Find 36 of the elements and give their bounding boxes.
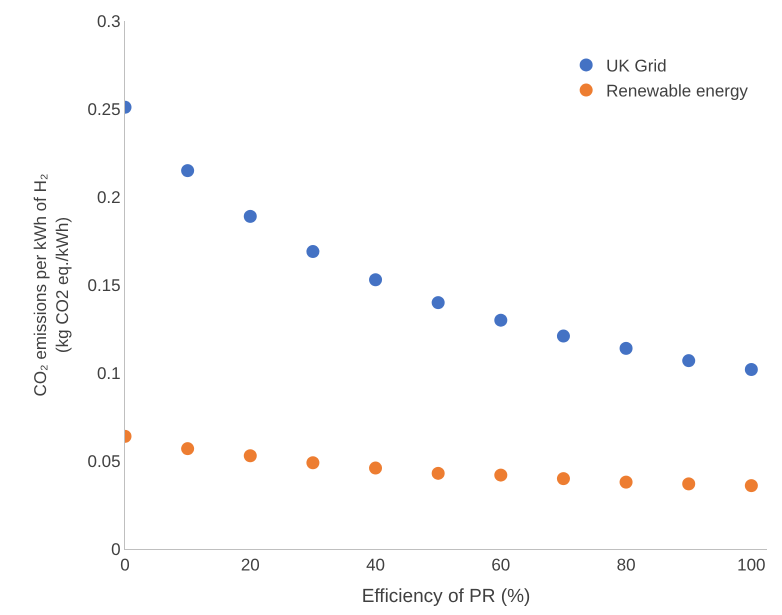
y-tick-label: 0.1 (96, 364, 121, 383)
point (494, 468, 508, 482)
point (744, 362, 758, 376)
point (369, 273, 382, 286)
point (244, 449, 257, 462)
y-tick-label: 0.25 (88, 100, 121, 119)
point (432, 296, 445, 310)
point (620, 342, 633, 355)
point (494, 314, 508, 327)
legend-label: UK Grid (606, 56, 667, 76)
x-tick-label: 20 (240, 555, 260, 574)
y-tick-label: 0.2 (96, 188, 121, 207)
point (181, 164, 194, 178)
point (556, 472, 570, 486)
y-tick-label: 0.05 (88, 452, 121, 471)
y-tick-label: 0 (111, 540, 121, 559)
point (744, 479, 758, 492)
point (620, 476, 633, 489)
y-tick-label: 0.15 (88, 276, 121, 295)
point (306, 456, 320, 470)
x-tick-label: 60 (491, 555, 510, 574)
point (432, 466, 445, 480)
x-tick-label: 80 (616, 555, 636, 574)
x-axis-title: Efficiency of PR (%) (362, 586, 530, 608)
legend-label: Renewable energy (606, 82, 748, 101)
y-tick-label: 0.3 (96, 12, 121, 31)
point (682, 354, 696, 368)
y-axis-title: CO₂ emissions per kWh of H₂ (kg CO2 eq./kWh) (30, 174, 72, 396)
point (244, 210, 257, 223)
point (369, 462, 382, 475)
x-tick-label: 40 (366, 555, 385, 574)
point (556, 330, 570, 343)
point (181, 442, 194, 456)
point (682, 477, 696, 490)
point (306, 245, 320, 258)
x-tick-label: 100 (737, 555, 766, 574)
